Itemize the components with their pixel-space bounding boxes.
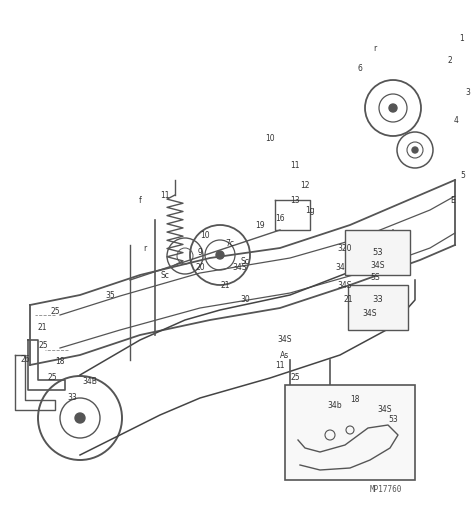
Text: 3: 3 — [465, 88, 470, 97]
Circle shape — [75, 413, 85, 423]
Text: 2: 2 — [447, 55, 452, 65]
Text: 33: 33 — [67, 393, 77, 403]
Polygon shape — [348, 285, 408, 330]
Text: 21: 21 — [343, 296, 353, 304]
Text: 18: 18 — [350, 395, 360, 405]
Text: 30: 30 — [295, 387, 305, 397]
Text: 11: 11 — [290, 160, 300, 169]
Text: 10: 10 — [265, 133, 275, 143]
Text: g: g — [198, 245, 202, 254]
Text: 25: 25 — [38, 341, 48, 350]
Text: 34S: 34S — [363, 309, 377, 319]
Text: 12: 12 — [300, 181, 310, 189]
Text: 11: 11 — [275, 360, 285, 370]
Text: 26: 26 — [20, 355, 30, 364]
Text: 5S: 5S — [370, 273, 380, 282]
Text: 33: 33 — [373, 296, 383, 304]
Text: 20: 20 — [195, 264, 205, 272]
Circle shape — [216, 251, 224, 259]
Circle shape — [412, 147, 418, 153]
Text: f: f — [138, 195, 141, 205]
Text: As: As — [281, 351, 290, 359]
Text: 1: 1 — [460, 34, 465, 42]
Text: r: r — [143, 243, 146, 252]
Text: 320: 320 — [338, 243, 352, 252]
Text: Sc: Sc — [161, 270, 169, 279]
Text: 18: 18 — [55, 357, 65, 366]
Text: E: E — [451, 195, 456, 205]
Text: Sc: Sc — [241, 258, 249, 267]
Text: 21: 21 — [37, 324, 47, 332]
Text: 6: 6 — [357, 64, 363, 72]
Text: 34S: 34S — [371, 261, 385, 269]
Text: 4: 4 — [454, 116, 458, 125]
Text: MP17760: MP17760 — [370, 485, 402, 494]
Text: 21: 21 — [220, 280, 230, 290]
Text: 35: 35 — [105, 291, 115, 299]
Text: 25: 25 — [50, 307, 60, 317]
Text: 11: 11 — [160, 190, 170, 200]
Text: 34b: 34b — [328, 401, 342, 410]
Text: 34S: 34S — [233, 264, 247, 272]
Text: 13: 13 — [290, 195, 300, 205]
Text: 30: 30 — [240, 296, 250, 304]
Text: 53: 53 — [373, 247, 383, 257]
Text: 16: 16 — [275, 213, 285, 222]
Text: 34S: 34S — [278, 335, 292, 345]
Text: 53: 53 — [388, 415, 398, 425]
Text: 34S: 34S — [338, 280, 352, 290]
Polygon shape — [345, 230, 410, 275]
Text: 25: 25 — [47, 374, 57, 382]
Text: 10: 10 — [200, 231, 210, 240]
Text: 19: 19 — [255, 220, 265, 230]
Circle shape — [389, 104, 397, 112]
Text: 34B: 34B — [82, 378, 98, 386]
Text: 5: 5 — [461, 171, 465, 180]
Text: 7c: 7c — [226, 239, 235, 247]
Text: 25: 25 — [290, 374, 300, 382]
Text: 1g: 1g — [305, 206, 315, 214]
Text: 34: 34 — [335, 264, 345, 272]
Text: 34S: 34S — [378, 406, 392, 414]
Bar — [285, 385, 415, 480]
Text: r: r — [374, 43, 377, 52]
